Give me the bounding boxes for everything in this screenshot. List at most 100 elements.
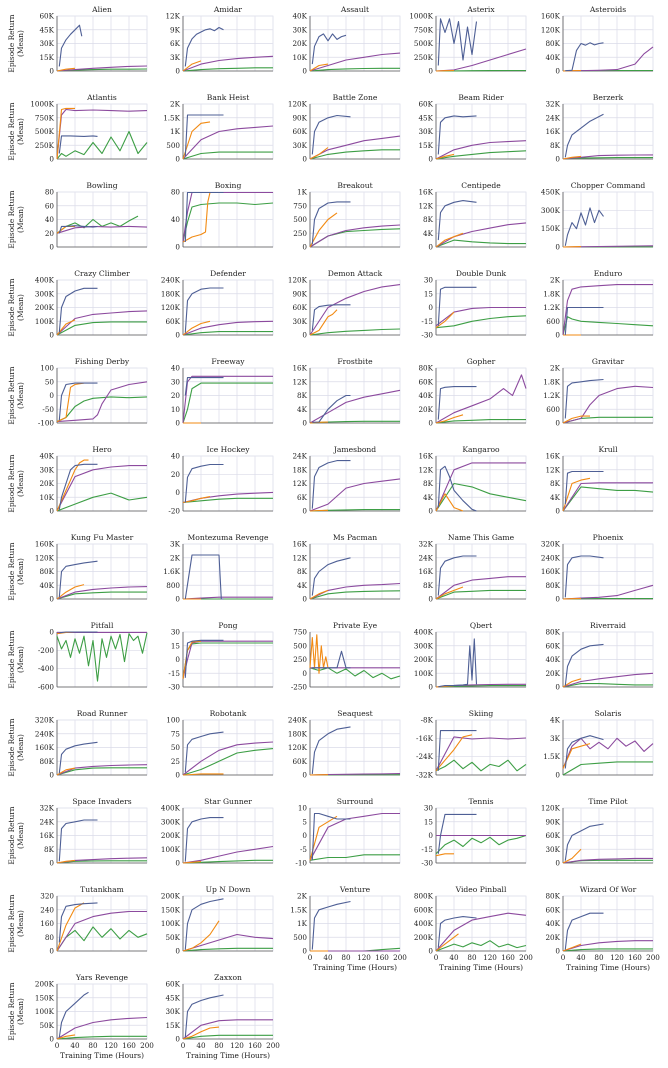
y-tick-label: 50: [171, 743, 181, 752]
y-tick-label: 600: [546, 317, 560, 326]
y-axis-label-line: (Mean): [16, 206, 25, 233]
y-tick-label: 8K: [297, 567, 308, 576]
y-tick-label: 0: [49, 1035, 54, 1044]
y-tick-label: 0: [302, 155, 307, 164]
y-tick-label: 60K: [39, 12, 54, 21]
y-tick-label: 250: [293, 229, 307, 238]
y-tick-label: 25: [171, 757, 181, 766]
y-tick-label: 12K: [545, 465, 560, 474]
series-line-orange: [56, 319, 76, 336]
y-tick-label: 60K: [165, 317, 180, 326]
series-line-orange: [56, 459, 89, 512]
y-tick-label: 0: [428, 683, 433, 692]
subplot-title: Qbert: [470, 621, 492, 630]
y-tick-label: 0: [175, 331, 180, 340]
y-tick-label: 400K: [35, 276, 55, 285]
series-line-navy: [59, 631, 98, 634]
subplot: 0 4K 8K 12K 16K Ms Pacman: [292, 533, 401, 604]
series-line-purple: [182, 640, 273, 679]
y-tick-label: 0: [555, 771, 560, 780]
y-tick-label: 15: [424, 289, 434, 298]
subplot: 0 10K 20K 30K 40K Hero Episode Return(Mean): [7, 445, 148, 516]
subplot-title: Riverraid: [590, 621, 626, 630]
series-line-navy: [184, 463, 224, 503]
y-tick-label: 30: [424, 804, 434, 813]
y-axis-label-line: Episode Return: [7, 982, 16, 1040]
subplot: 0 600 1.2K 1.8K 2K Enduro: [543, 269, 654, 340]
subplot: 0 8K 16K 24K 32K Name This Game: [418, 533, 527, 604]
series-line-navy: [184, 898, 224, 950]
series-line-navy: [437, 386, 477, 420]
series-line-purple: [562, 672, 654, 688]
series-line-orange: [435, 69, 455, 72]
subplot-title: Yars Revenge: [75, 973, 129, 982]
series-line-navy: [437, 115, 477, 155]
series-line-navy: [58, 225, 98, 234]
series-line-navy: [58, 463, 98, 510]
subplot-title: Centipede: [461, 181, 501, 190]
y-tick-label: 40K: [39, 581, 54, 590]
y-tick-label: 120K: [35, 553, 55, 562]
y-tick-label: 1.2K: [543, 391, 560, 400]
y-tick-label: 0: [49, 595, 54, 604]
series-line-green: [182, 859, 273, 864]
subplot-title: Breakout: [337, 181, 372, 190]
subplot: 0 200K 400K 600K 800K Video Pinball 0 40 80 120 16…: [414, 885, 533, 972]
x-tick-label: 160: [122, 1041, 136, 1050]
y-tick-label: -400: [38, 664, 55, 673]
y-tick-label: 0: [175, 947, 180, 956]
y-axis-label: Episode Return(Mean): [7, 806, 25, 864]
series-line-orange: [435, 493, 464, 512]
x-axis-label: Training Time (Hours): [439, 963, 523, 972]
y-axis-label: Episode Return(Mean): [7, 894, 25, 952]
series-line-green: [56, 492, 148, 512]
series-line-green: [182, 497, 273, 504]
subplot: 0 150K 300K 450K Chopper Command: [541, 181, 654, 252]
y-tick-label: 30: [171, 628, 181, 637]
subplot-title: Asterix: [466, 5, 495, 14]
subplot-title: Video Pinball: [455, 885, 507, 894]
y-tick-label: 80K: [39, 567, 54, 576]
y-tick-label: 32K: [545, 100, 560, 109]
x-tick-label: 200: [266, 1041, 280, 1050]
y-tick-label: 120K: [161, 303, 181, 312]
subplot: 0 60K 120K 180K 240K Defender: [161, 269, 274, 340]
subplot: 0 10 20 30 40 Freeway: [171, 357, 274, 428]
y-tick-label: 2K: [297, 892, 308, 901]
y-tick-label: 0: [175, 155, 180, 164]
y-tick-label: 0: [428, 67, 433, 76]
series-line-green: [182, 331, 273, 336]
subplot-title: Space Invaders: [72, 797, 131, 806]
subplot-title: Skiing: [469, 709, 494, 718]
series-line-navy: [58, 24, 83, 67]
y-tick-label: 80K: [418, 364, 433, 373]
series-line-navy: [184, 554, 224, 600]
subplot: 0 30K 60K 90K 120K Demon Attack: [288, 269, 401, 340]
y-tick-label: 30K: [292, 141, 307, 150]
y-tick-label: 240K: [161, 276, 181, 285]
y-axis-label: Episode Return(Mean): [7, 630, 25, 688]
y-tick-label: 160K: [35, 743, 55, 752]
y-tick-label: 0: [49, 155, 54, 164]
subplot: 0 15K 30K 45K 60K Zaxxon 0 40 80 120 160 200Trainin…: [165, 973, 280, 1060]
subplot: 0 40 80 Boxing: [171, 181, 274, 252]
y-tick-label: 8K: [423, 215, 434, 224]
series-line-navy: [564, 912, 604, 950]
y-tick-label: 100K: [161, 919, 181, 928]
series-line-navy: [437, 813, 477, 854]
subplot: 0 500 1K 1.5K 2K Bank Heist: [163, 93, 274, 164]
series-line-orange: [182, 1026, 220, 1040]
subplot-title: Double Dunk: [456, 269, 507, 278]
subplot: -600 -400 -200 0 Pitfall Episode Return(Mean): [7, 621, 148, 692]
x-tick-label: 120: [610, 953, 624, 962]
y-tick-label: 4K: [297, 405, 308, 414]
series-line-green: [435, 150, 527, 160]
y-tick-label: 0: [302, 331, 307, 340]
y-tick-label: 0: [555, 67, 560, 76]
x-axis-label: Training Time (Hours): [566, 963, 650, 972]
subplot: 0 60K 120K 180K 240K Seaquest: [288, 709, 401, 780]
subplot-title: Road Runner: [77, 709, 128, 718]
y-tick-label: 240K: [288, 716, 308, 725]
subplot-title: Montezuma Revenge: [187, 533, 269, 542]
series-line-orange: [309, 147, 329, 160]
